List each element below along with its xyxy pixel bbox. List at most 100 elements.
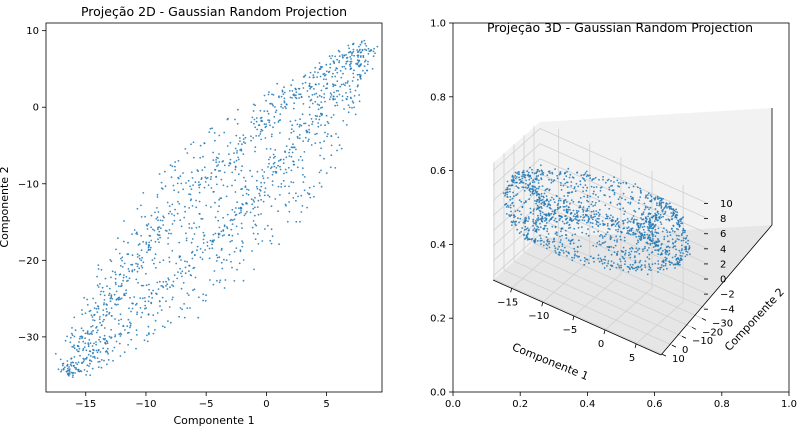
chart-2d-point <box>285 145 288 148</box>
chart-2d-point <box>292 163 295 166</box>
chart-3d-point <box>530 177 533 180</box>
chart-2d-point <box>260 198 262 201</box>
chart-3d-point <box>583 219 586 222</box>
chart-3d-point <box>649 242 652 245</box>
chart-2d-point <box>299 220 301 223</box>
chart-3d-point <box>522 171 525 174</box>
chart-2d-point <box>300 194 303 197</box>
chart-2d-point <box>258 135 260 137</box>
chart-3d-point <box>604 241 607 243</box>
chart-3d-point <box>654 228 657 231</box>
chart-3d-point <box>524 225 527 228</box>
chart-3d-point <box>513 214 515 217</box>
chart-3d-point <box>604 259 607 261</box>
chart-3d-point <box>663 207 665 210</box>
chart-3d-point <box>541 185 544 188</box>
chart-2d-point <box>220 230 223 233</box>
chart-2d-point <box>242 259 245 261</box>
chart-3d-point <box>505 213 508 215</box>
chart-2d-point <box>339 85 342 88</box>
chart-2d-point <box>123 240 125 243</box>
chart-3d-point <box>509 206 512 209</box>
chart-3d-point <box>553 179 556 182</box>
chart-2d-point <box>188 227 191 229</box>
chart-3d-point <box>545 224 547 227</box>
chart-3d-point <box>678 238 680 241</box>
chart-2d-point <box>254 238 257 241</box>
chart-3d-point <box>586 196 589 199</box>
chart-2d-point <box>240 209 242 212</box>
chart-2d-point <box>144 304 147 307</box>
chart-2d-point <box>237 156 240 159</box>
chart-2d-point <box>180 225 183 228</box>
chart-3d-point <box>664 259 667 262</box>
chart-2d-point <box>336 104 339 107</box>
chart-2d-point <box>221 234 224 237</box>
chart-3d-point <box>646 197 649 200</box>
chart-2d-point <box>209 127 212 130</box>
chart-2d-point <box>241 143 243 146</box>
chart-2d-point <box>223 171 226 174</box>
chart-2d-point <box>332 72 334 75</box>
chart-2d-point <box>302 181 305 184</box>
chart-2d-point <box>275 109 278 112</box>
chart-2d-point <box>250 139 253 142</box>
chart-2d-point <box>242 153 245 156</box>
chart-3d-point <box>529 207 532 210</box>
chart-2d-point <box>138 254 141 257</box>
chart-3d-point <box>540 207 543 210</box>
chart-2d-point <box>130 310 132 313</box>
chart-2d-point <box>105 314 108 316</box>
chart-2d-point <box>198 191 201 194</box>
chart-3d-point <box>641 234 644 237</box>
chart-2d-point <box>158 280 161 283</box>
chart-2d-point <box>295 91 298 93</box>
chart-3d-point <box>577 201 580 204</box>
chart-3d-point <box>582 211 585 213</box>
chart-2d-point <box>335 67 338 69</box>
chart-3d-point <box>655 232 658 234</box>
chart-3d-point <box>656 249 658 252</box>
chart-2d-point <box>162 224 165 226</box>
chart-3d-grid-line <box>635 301 684 345</box>
chart-2d-point <box>76 344 79 347</box>
chart-3d-point <box>513 221 516 223</box>
chart-3d-point <box>681 255 683 257</box>
chart-2d-point <box>100 268 103 271</box>
chart-2d-point <box>323 140 325 143</box>
chart-3d-point <box>547 212 550 215</box>
chart-3d-point <box>654 231 657 234</box>
chart-3d-grid-line <box>539 218 709 295</box>
chart-2d-point <box>135 329 138 332</box>
chart-2d-point <box>102 320 104 323</box>
chart-2d-point <box>188 264 191 267</box>
chart-2d-point <box>136 270 139 273</box>
chart-2d-point <box>320 89 323 92</box>
chart-3d-point <box>538 200 541 203</box>
chart-2d-point <box>85 349 88 352</box>
chart-2d-point <box>147 333 150 336</box>
chart-2d-point <box>221 267 224 270</box>
chart-3d-point <box>676 238 679 240</box>
chart-3d-point <box>578 219 581 222</box>
chart-2d-point <box>199 183 202 186</box>
chart-2d-point <box>123 351 126 354</box>
chart-2d-point <box>118 342 121 345</box>
chart-3d-point <box>672 212 675 215</box>
chart-3d-point <box>634 210 637 213</box>
chart-2d-point <box>240 222 243 225</box>
chart-3d-point <box>650 223 652 226</box>
chart-2d-point <box>320 66 323 69</box>
chart-2d-point <box>269 102 271 105</box>
chart-2d-point <box>234 214 237 217</box>
chart-2d-point <box>345 57 348 59</box>
chart-3d-point <box>671 230 674 232</box>
chart-2d-point <box>105 308 108 310</box>
chart-3d-point <box>566 212 569 214</box>
chart-2d-point <box>320 101 323 103</box>
chart-3d-point <box>651 242 654 245</box>
chart-3d-point <box>588 218 590 221</box>
chart-2d-point <box>84 337 86 340</box>
chart-3d-point <box>540 237 542 240</box>
chart-3d-point <box>545 219 548 221</box>
